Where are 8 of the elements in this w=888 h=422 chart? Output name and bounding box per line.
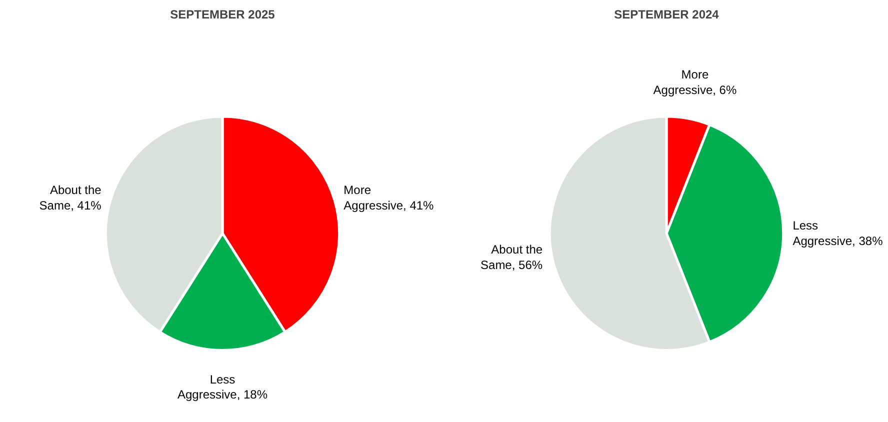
slice-label: About the Same, 41% [39, 183, 102, 212]
slice-label: Less Aggressive, 18% [177, 372, 268, 402]
slice-label: Less Aggressive, 38% [792, 218, 884, 248]
chart-title: SEPTEMBER 2024 [614, 8, 720, 22]
chart-title: SEPTEMBER 2025 [170, 8, 276, 22]
slice-label: About the Same, 56% [480, 242, 543, 272]
slice-label: More Aggressive, 6% [653, 68, 737, 98]
slice-label: More Aggressive, 41% [344, 183, 434, 212]
